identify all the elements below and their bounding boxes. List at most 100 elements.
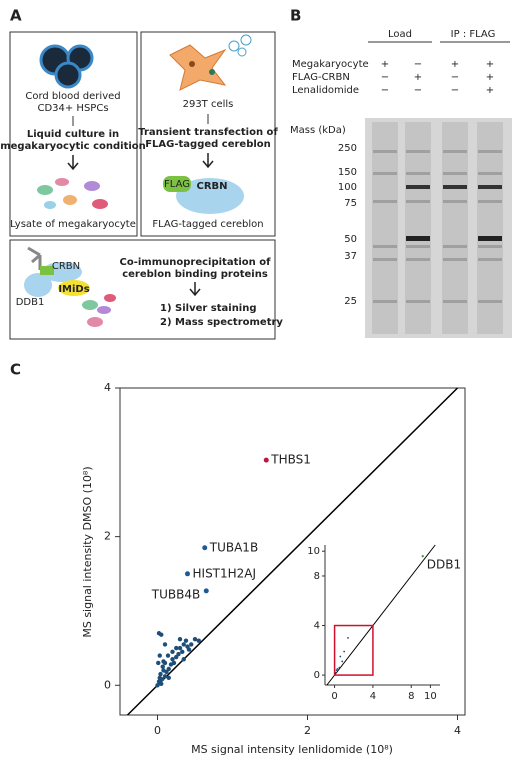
marker-label: 150 <box>338 167 357 178</box>
point <box>166 666 171 672</box>
inset-y-tick-label: 8 <box>314 571 320 582</box>
inset-y-tick-label: 4 <box>314 621 320 632</box>
row-label: FLAG-CRBN <box>292 72 350 83</box>
band <box>478 258 502 261</box>
text: 1) Silver staining <box>160 303 257 314</box>
inset-y-tick-label: 10 <box>307 546 320 557</box>
box <box>9 31 138 237</box>
x-tick-label: 0 <box>154 724 161 737</box>
band <box>373 245 397 248</box>
band <box>406 245 430 248</box>
band <box>478 245 502 248</box>
inset-x-tick-label: 4 <box>370 691 376 702</box>
identity-line <box>126 387 459 716</box>
inset-point <box>347 637 349 639</box>
band <box>406 185 430 189</box>
text: IMiDs <box>58 284 89 295</box>
text: Liquid culture in <box>27 129 119 140</box>
marker-label: 50 <box>344 234 357 245</box>
band <box>373 300 397 303</box>
x-tick-label: 4 <box>454 724 461 737</box>
inset-point <box>421 554 424 558</box>
marker-label: 25 <box>344 296 357 307</box>
text: FLAG <box>164 179 190 190</box>
point <box>177 645 183 651</box>
band <box>443 200 467 203</box>
arrow <box>189 282 201 297</box>
sign: − <box>451 72 459 83</box>
point <box>162 674 168 679</box>
point <box>180 649 185 655</box>
text: CD34+ HSPCs <box>37 103 108 114</box>
band <box>373 150 397 153</box>
band <box>373 172 397 175</box>
text: 293T cells <box>183 99 234 110</box>
point <box>185 571 190 577</box>
lysate-icon <box>37 178 108 209</box>
sign: + <box>486 59 494 70</box>
arrow <box>202 153 214 169</box>
sign: + <box>486 72 494 83</box>
point <box>196 638 201 643</box>
sign: − <box>414 85 422 96</box>
sign: + <box>381 59 389 70</box>
plot: 0 2 4 0 2 4 THBS1 TUBA1B HIST1H2AJ TUBB4B 0 4 8 10 0 4 8… <box>104 381 461 737</box>
text: FLAG-tagged cereblon <box>145 139 271 150</box>
group-label: Load <box>388 29 412 40</box>
band <box>406 150 430 153</box>
point <box>177 636 183 642</box>
band <box>478 185 502 189</box>
point <box>158 671 163 677</box>
sign: − <box>381 85 389 96</box>
band <box>406 258 430 261</box>
y-axis-label: MS signal intensity DMSO (10⁸) <box>81 466 94 637</box>
inset-point <box>339 655 342 658</box>
row-label: Lenalidomide <box>292 85 359 96</box>
point-label: DDB1 <box>427 558 461 572</box>
text: FLAG-tagged cereblon <box>152 219 263 230</box>
band <box>443 245 467 248</box>
band <box>478 236 502 241</box>
band <box>373 200 397 203</box>
lane <box>372 122 398 334</box>
sign: + <box>414 72 422 83</box>
cells-icon <box>39 44 94 89</box>
lane <box>442 122 468 334</box>
zoom-box <box>333 624 374 676</box>
point <box>203 588 209 594</box>
x-tick-label: 2 <box>304 724 311 737</box>
y-tick-label: 2 <box>104 530 111 543</box>
band <box>406 200 430 203</box>
point <box>155 683 160 688</box>
arrow <box>67 155 79 171</box>
point-label: TUBB4B <box>151 587 200 601</box>
point <box>176 651 181 657</box>
x-axis-label: MS signal intensity lenlidomide (10⁸) <box>191 743 393 756</box>
sign: − <box>381 72 389 83</box>
inset-x-tick-label: 8 <box>408 691 414 702</box>
row-label: Megakaryocyte <box>292 59 369 70</box>
plot-frame <box>119 387 466 716</box>
marker-label: 100 <box>338 182 357 193</box>
panel-label: C <box>10 361 21 379</box>
band <box>478 172 502 175</box>
flag-shape <box>163 176 191 192</box>
point <box>162 642 168 647</box>
inset-y-tick-label: 0 <box>314 670 320 681</box>
sign: + <box>451 59 459 70</box>
band <box>443 258 467 261</box>
point <box>159 681 164 686</box>
box <box>9 239 276 340</box>
inset-x-tick-label: 0 <box>331 691 337 702</box>
inset-point <box>335 669 338 672</box>
crbn-shape <box>176 178 244 214</box>
point <box>186 647 192 652</box>
point <box>263 457 269 463</box>
point <box>159 632 164 637</box>
point <box>156 660 161 666</box>
gel-bands <box>372 122 503 334</box>
band <box>443 185 467 189</box>
point <box>189 642 194 647</box>
point <box>174 645 179 651</box>
point <box>170 649 175 655</box>
